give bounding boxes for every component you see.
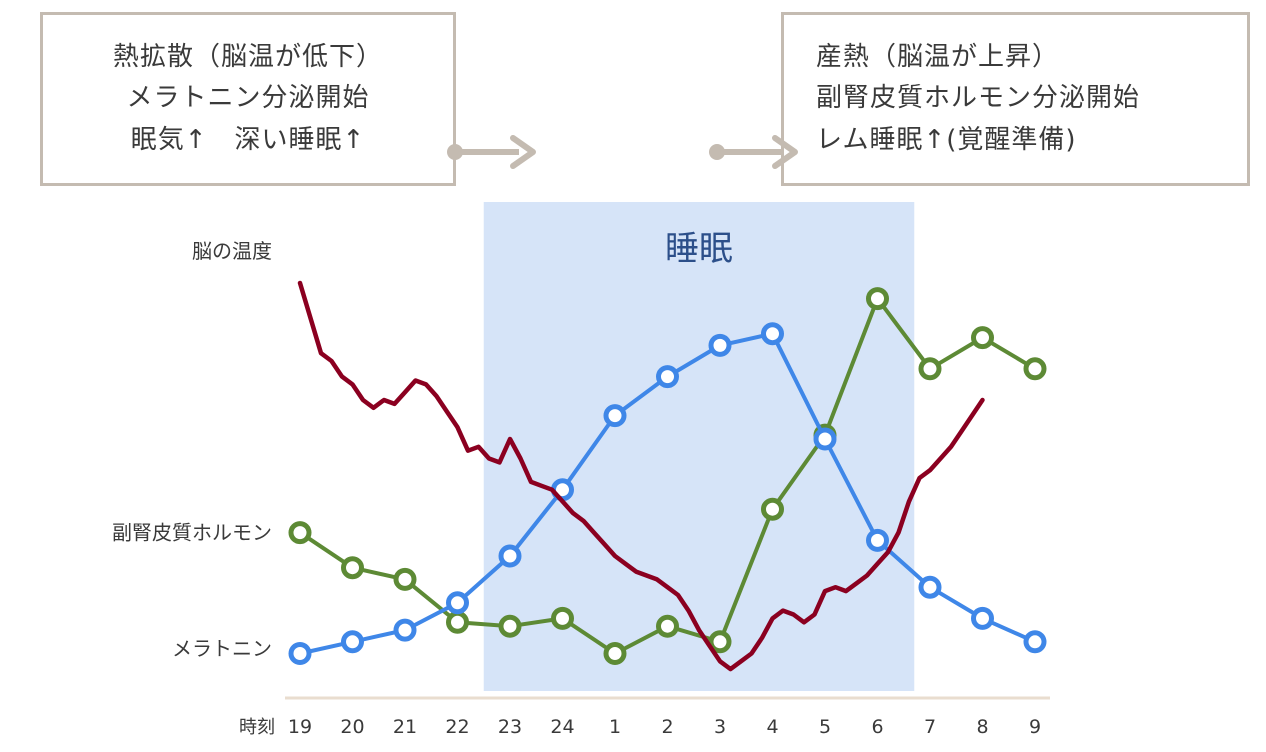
data-point	[498, 544, 522, 568]
data-point	[761, 322, 784, 346]
data-point	[866, 287, 889, 311]
data-point	[603, 404, 627, 428]
left-box-line-3: 眠気↑ 深い睡眠↑	[130, 124, 366, 155]
data-point	[971, 606, 994, 630]
x-tick-label: 1	[609, 716, 621, 738]
data-point	[918, 357, 942, 381]
x-tick-label: 23	[498, 716, 522, 738]
data-point	[341, 556, 364, 580]
data-point	[446, 610, 469, 634]
left-box-line-2: メラトニン分泌開始	[126, 83, 370, 114]
data-point	[288, 521, 312, 545]
x-tick-label: 6	[871, 716, 883, 738]
left-arrow-icon	[447, 135, 536, 169]
sleep-region	[483, 202, 915, 691]
x-tick-label: 24	[550, 716, 574, 738]
series-1	[288, 322, 1047, 665]
x-tick-label: 5	[819, 716, 831, 738]
x-tick-label: 8	[976, 716, 988, 738]
x-axis: 時刻 19 20 21 22 23 24 1 2 3 4 5 6 7 8 9	[239, 696, 1050, 738]
data-point	[603, 642, 627, 665]
x-tick-label: 9	[1029, 716, 1041, 738]
series-2	[297, 280, 985, 672]
sleep-region-label: 睡眠	[665, 229, 733, 269]
data-point	[393, 567, 417, 591]
right-info-box: 産熱（脳温が上昇） 副腎皮質ホルモン分泌開始 レム睡眠↑(覚醒準備)	[781, 12, 1250, 186]
data-point	[341, 630, 364, 654]
data-point	[813, 427, 837, 451]
data-point	[1023, 357, 1047, 381]
x-tick-label: 20	[340, 716, 364, 738]
series-label: 副腎皮質ホルモン	[112, 521, 272, 545]
data-point	[866, 528, 889, 552]
x-tick-label: 3	[714, 716, 726, 738]
sleep-region-group: 睡眠	[483, 202, 915, 691]
series-label: 脳の温度	[192, 239, 272, 263]
data-point	[393, 618, 417, 642]
series-line	[297, 280, 985, 672]
x-tick-label: 19	[288, 716, 312, 738]
left-box-line-1: 熱拡散（脳温が低下）	[112, 42, 383, 73]
right-box-line-3: レム睡眠↑(覚醒準備)	[816, 124, 1077, 155]
right-arrow-icon	[709, 135, 798, 169]
data-point	[1023, 630, 1047, 654]
left-info-box: 熱拡散（脳温が低下） メラトニン分泌開始 眠気↑ 深い睡眠↑	[40, 12, 456, 186]
data-point	[708, 333, 732, 357]
x-tick-label: 7	[924, 716, 936, 738]
data-point	[446, 591, 469, 615]
data-point	[498, 614, 522, 638]
data-point	[551, 606, 574, 630]
series-label: メラトニン	[172, 637, 272, 661]
left-arrow-icon-head	[510, 135, 536, 169]
data-point	[708, 630, 732, 654]
data-point	[656, 365, 679, 389]
data-point	[761, 497, 784, 521]
right-arrow-icon-head	[772, 135, 798, 169]
data-point	[918, 575, 942, 599]
x-axis-label: 時刻	[239, 717, 275, 738]
x-tick-label: 4	[766, 716, 778, 738]
right-box-line-1: 産熱（脳温が上昇）	[816, 42, 1060, 73]
data-point	[971, 326, 994, 350]
x-tick-label: 22	[445, 716, 469, 738]
right-box-line-2: 副腎皮質ホルモン分泌開始	[816, 83, 1141, 114]
series-0	[288, 287, 1047, 665]
data-point	[656, 614, 679, 638]
x-tick-label: 2	[661, 716, 673, 738]
transition-arrows	[447, 135, 798, 169]
series-group	[288, 280, 1047, 672]
data-point	[288, 642, 312, 665]
x-tick-label: 21	[393, 716, 417, 738]
